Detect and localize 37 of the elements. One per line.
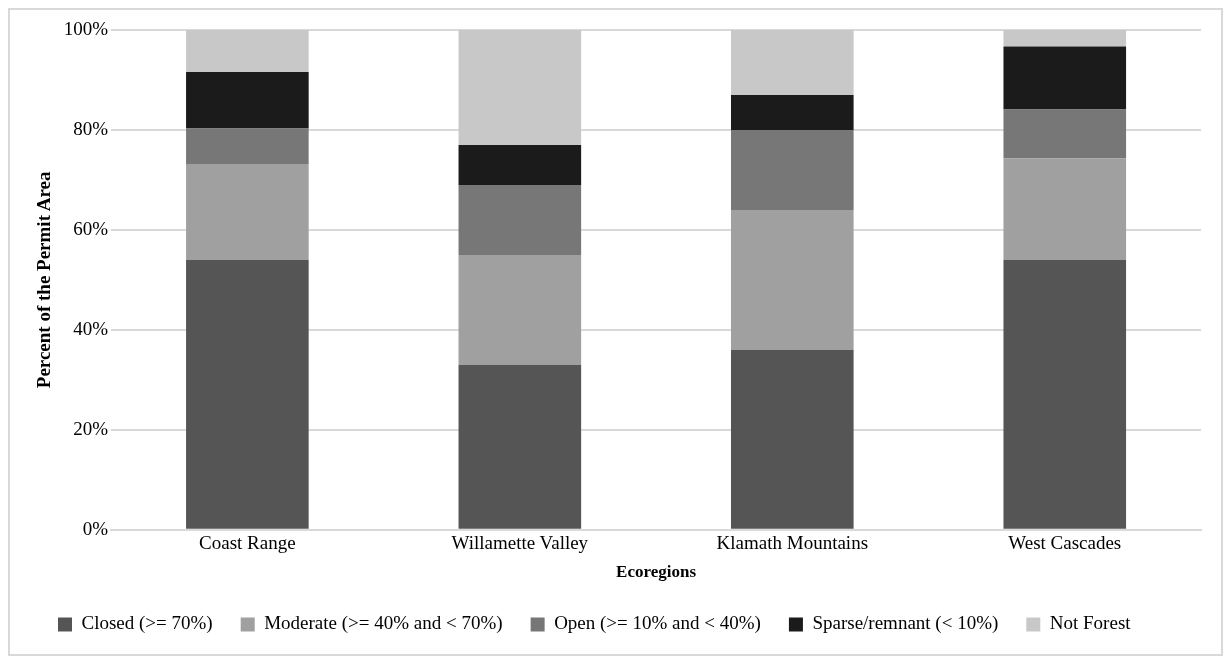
legend-label: Sparse/remnant (< 10%) xyxy=(812,612,999,635)
y-tick-label: 60% xyxy=(73,217,109,239)
bar xyxy=(730,94,854,130)
bar xyxy=(186,163,309,260)
y-tick-label: 0% xyxy=(82,517,109,539)
bar xyxy=(730,129,854,210)
bar xyxy=(458,30,582,145)
y-tick-label: 100% xyxy=(63,17,109,39)
legend-label: Open (>= 10% and < 40%) xyxy=(554,612,761,635)
bar xyxy=(730,30,854,95)
bar xyxy=(186,30,309,72)
bar xyxy=(458,144,582,185)
bar xyxy=(1003,30,1127,47)
x-axis-title: Ecoregions xyxy=(616,562,697,582)
legend-label: Closed (>= 70%) xyxy=(81,612,213,635)
y-axis-title: Percent of the Permit Area xyxy=(33,171,55,389)
x-tick-label: Coast Range xyxy=(199,532,296,554)
bar xyxy=(730,349,854,529)
y-tick-label: 20% xyxy=(73,417,109,439)
bar xyxy=(458,184,582,255)
bar xyxy=(186,259,309,529)
bar xyxy=(458,254,582,365)
bar xyxy=(1003,109,1127,159)
bar xyxy=(186,128,309,164)
legend-label: Moderate (>= 40% and < 70%) xyxy=(264,612,503,635)
bar xyxy=(1003,158,1127,260)
y-tick-label: 40% xyxy=(73,317,109,339)
legend-label: Not Forest xyxy=(1049,612,1132,634)
bar xyxy=(1003,46,1127,110)
bar xyxy=(458,364,582,529)
x-tick-label: Willamette Valley xyxy=(451,532,589,554)
x-tick-label: Klamath Mountains xyxy=(716,532,869,554)
y-tick-label: 80% xyxy=(73,117,109,139)
bar xyxy=(1003,259,1127,529)
bar xyxy=(730,209,854,350)
bar xyxy=(186,71,309,129)
x-tick-label: West Cascades xyxy=(1008,532,1122,554)
